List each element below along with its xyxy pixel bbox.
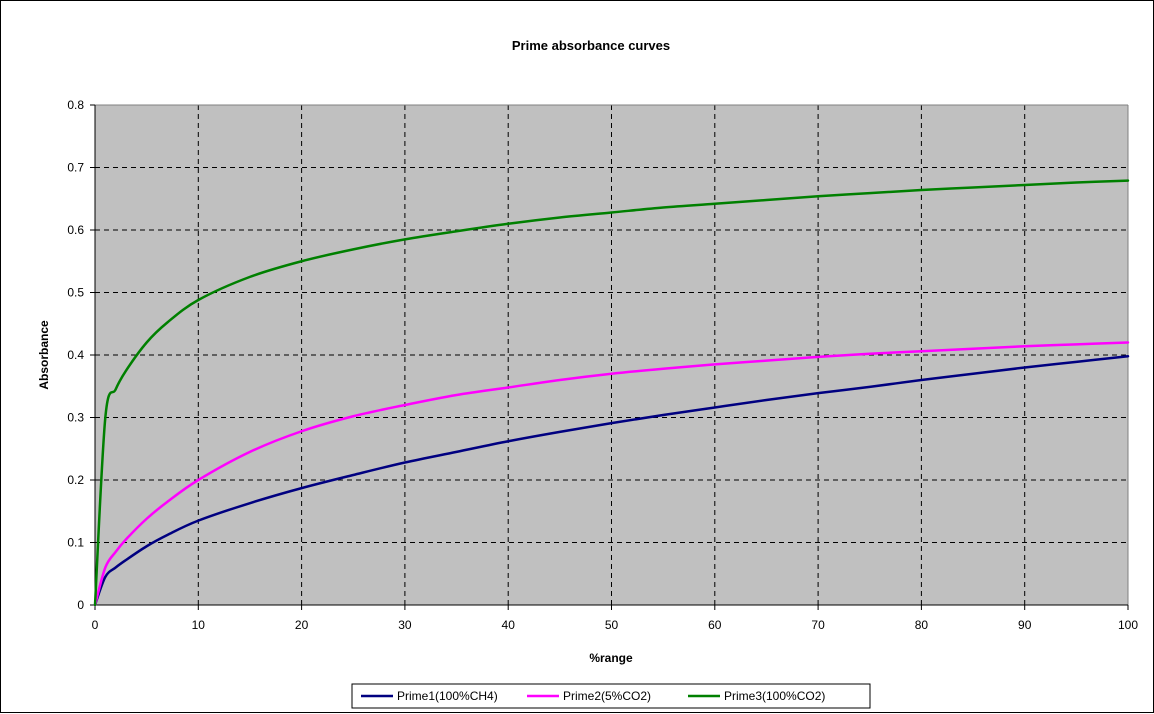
- y-tick-label: 0.7: [67, 161, 84, 175]
- legend-label-3: Prime3(100%CO2): [724, 689, 825, 703]
- series-line-1: [93, 355, 1130, 607]
- legend-label-1: Prime1(100%CH4): [397, 689, 498, 703]
- x-tick-label: 0: [92, 618, 99, 632]
- y-tick-label: 0.8: [67, 98, 84, 112]
- y-tick-label: 0.6: [67, 223, 84, 237]
- legend-items: Prime1(100%CH4) Prime2(5%CO2) Prime3(100%C…: [361, 689, 825, 703]
- x-tick-label: 90: [1018, 618, 1032, 632]
- x-tick-label: 70: [811, 618, 825, 632]
- y-tick-label: 0.5: [67, 286, 84, 300]
- x-axis-title: %range: [589, 651, 633, 665]
- chart-title: Prime absorbance curves: [512, 38, 670, 53]
- series-lines: [93, 179, 1130, 607]
- x-tick-label: 100: [1118, 618, 1138, 632]
- y-axis-title: Absorbance: [37, 320, 51, 390]
- series-line-3: [93, 179, 1130, 607]
- legend: Prime1(100%CH4) Prime2(5%CO2) Prime3(100%C…: [351, 683, 871, 709]
- series-line-2: [93, 341, 1130, 607]
- x-tick-label: 50: [605, 618, 619, 632]
- y-tick-label: 0: [77, 598, 84, 612]
- x-tick-label: 40: [502, 618, 516, 632]
- y-tick-label: 0.3: [67, 411, 84, 425]
- x-tick-label: 80: [915, 618, 929, 632]
- x-tick-label: 20: [295, 618, 309, 632]
- tick-labels: 0 10 20 30 40 50 60 70 80 90 100 0 0.1 0.2 0.3 0.4 0.5 0.…: [67, 98, 1138, 632]
- y-tick-label: 0.2: [67, 473, 84, 487]
- x-tick-label: 30: [398, 618, 412, 632]
- x-tick-label: 60: [708, 618, 722, 632]
- x-tick-label: 10: [192, 618, 206, 632]
- legend-box: [351, 683, 871, 709]
- y-tick-label: 0.1: [67, 536, 84, 550]
- legend-label-2: Prime2(5%CO2): [563, 689, 651, 703]
- y-tick-label: 0.4: [67, 348, 84, 362]
